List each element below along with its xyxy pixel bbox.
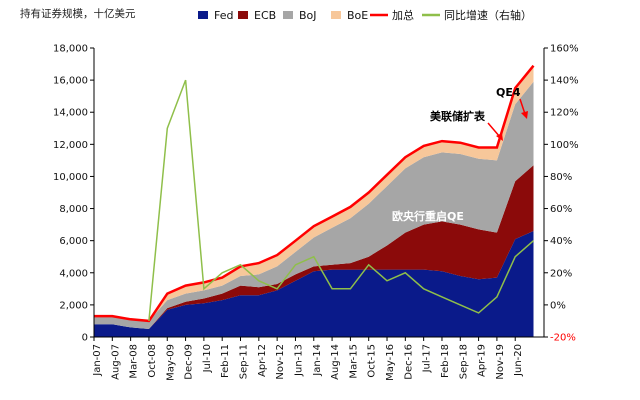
legend-label-boj: BoJ	[299, 9, 317, 22]
annotation-fed-arrow	[487, 122, 501, 138]
area-ecb	[94, 165, 534, 329]
x-tick-label: Mar-08	[129, 344, 140, 379]
x-tick-label: Jul-10	[202, 344, 213, 373]
x-tick-label: Jan-07	[92, 344, 103, 377]
annotation-ecb: 欧央行重启QE	[392, 209, 464, 223]
x-tick-label: Jun-20	[513, 344, 524, 377]
y-right-tick-label: 20%	[550, 268, 572, 279]
x-tick-label: Sep-11	[239, 344, 250, 379]
area-boj	[94, 81, 534, 329]
x-tick-label: Apr-19	[477, 344, 488, 377]
y-right-tick-label: 160%	[550, 44, 579, 55]
x-tick-label: Oct-15	[367, 344, 378, 378]
y-left-tick-label: 12,000	[53, 140, 88, 151]
y-right-tick-label: 120%	[550, 108, 579, 119]
y-left-tick-label: 16,000	[53, 76, 88, 87]
axes: 0 2,000 4,000 6,000 8,000 10,000 12,000 14,000 1…	[53, 44, 579, 381]
x-tick-label: Apr-12	[257, 344, 268, 377]
x-tick-label: Jul-17	[422, 344, 433, 373]
legend-swatch-boj	[283, 11, 293, 19]
legend-swatch-boe	[331, 11, 341, 19]
y-left-tick-label: 6,000	[59, 236, 88, 247]
x-tick-label: Aug-14	[330, 344, 341, 380]
y-left-tick-label: 18,000	[53, 44, 88, 55]
x-tick-label: Nov-12	[275, 344, 286, 380]
legend-label-boe: BoE	[347, 9, 368, 22]
x-tick-label: Feb-11	[220, 344, 231, 378]
x-tick-label: Dec-09	[184, 344, 195, 380]
legend-label-fed: Fed	[214, 9, 233, 22]
annotation-qe4-arrow	[519, 98, 526, 115]
annotation-qe4-arrowhead	[521, 111, 528, 119]
line-total	[94, 64, 535, 323]
legend-label-yoy: 同比增速（右轴）	[444, 8, 532, 22]
y-right-tick-label: 40%	[550, 236, 572, 247]
x-tick-label: Sep-18	[458, 344, 469, 379]
y-right-tick-label: 140%	[550, 76, 579, 87]
annotation-fed-arrowhead	[496, 133, 503, 141]
unit-label: 持有证券规模，十亿美元	[20, 7, 136, 20]
y-right-tick-label: 60%	[550, 204, 572, 215]
y-left-tick-label: 10,000	[53, 172, 88, 183]
y-right-tick-label: 0%	[550, 300, 566, 311]
y-right-tick-label: 80%	[550, 172, 572, 183]
x-tick-label: May-09	[165, 344, 176, 381]
y-left-tick-label: 14,000	[53, 108, 88, 119]
x-tick-label: Jan-14	[312, 344, 323, 377]
annotation-fed: 美联储扩表	[430, 109, 486, 123]
y-right-tick-label: 100%	[550, 140, 579, 151]
x-tick-label: Oct-08	[147, 344, 158, 378]
x-tick-label: Jun-13	[293, 344, 304, 377]
legend-label-ecb: ECB	[254, 9, 276, 22]
x-tick-label: Nov-19	[495, 344, 506, 380]
y-left-tick-label: 2,000	[59, 300, 88, 311]
legend: Fed ECB BoJ BoE 加总 同比增速（右轴）	[198, 8, 532, 22]
y-left-tick-label: 0	[82, 333, 88, 344]
x-tick-label: Feb-18	[440, 344, 451, 378]
legend-swatch-fed	[198, 11, 208, 19]
legend-label-total: 加总	[392, 8, 414, 22]
area-fed	[94, 231, 534, 337]
x-tick-label: Dec-16	[403, 344, 414, 380]
line-yoy	[148, 79, 534, 321]
y-left-tick-label: 8,000	[59, 204, 88, 215]
x-tick-label: May-16	[385, 344, 396, 381]
x-tick-label: Aug-07	[110, 344, 121, 380]
y-left-tick-label: 4,000	[59, 268, 88, 279]
legend-swatch-ecb	[238, 11, 248, 19]
x-tick-label: Mar-15	[348, 344, 359, 379]
series-lines	[94, 64, 535, 323]
y-right-tick-label: -20%	[550, 333, 576, 344]
stacked-areas	[94, 65, 534, 337]
annotation-qe4: QE4	[496, 86, 521, 99]
